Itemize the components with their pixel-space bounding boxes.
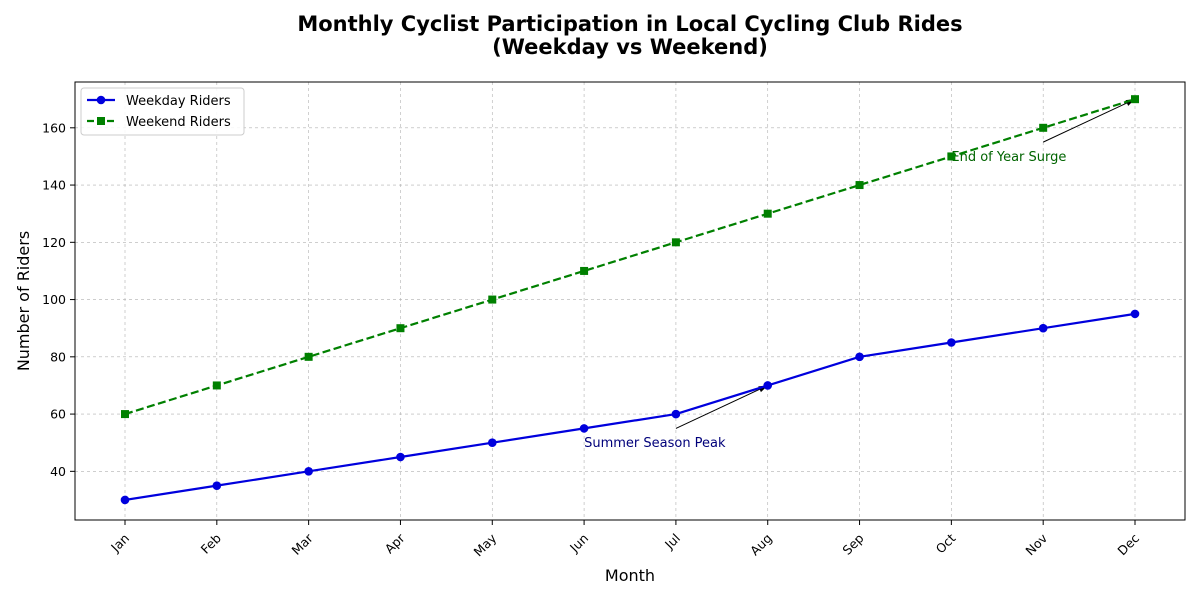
x-axis-label: Month — [605, 566, 655, 585]
chart-title-line2: (Weekday vs Weekend) — [492, 35, 768, 59]
data-point-weekend-feb — [212, 381, 221, 390]
data-point-weekday-jul — [671, 409, 681, 419]
y-axis-ticks: 40 60 80 100 120 140 160 — [42, 120, 75, 479]
y-tick-label-100: 100 — [42, 292, 66, 307]
data-point-weekday-dec — [1130, 309, 1140, 319]
grid-lines — [75, 82, 1185, 520]
data-point-weekday-oct — [947, 338, 956, 347]
data-point-weekday-jan — [120, 495, 130, 505]
annotations: Summer Season Peak End of Year Surge — [584, 98, 1136, 451]
y-tick-label-120: 120 — [42, 235, 66, 250]
y-axis-label: Number of Riders — [14, 231, 33, 371]
data-point-weekday-aug — [763, 381, 773, 390]
x-tick-label-mar: Mar — [288, 530, 316, 558]
legend-marker-weekend — [97, 117, 105, 125]
data-point-weekend-oct — [947, 152, 956, 161]
x-tick-label-may: May — [471, 530, 500, 559]
series-line-weekday — [124, 312, 1136, 502]
data-point-weekday-jun — [579, 424, 589, 433]
plot-frame — [74, 81, 1186, 521]
x-tick-label-sep: Sep — [839, 530, 866, 557]
legend-label-weekday: Weekday Riders — [126, 94, 231, 109]
data-point-weekend-jan — [121, 410, 129, 419]
data-point-weekend-may — [488, 295, 497, 304]
x-tick-label-oct: Oct — [933, 530, 959, 556]
data-point-weekend-dec — [1131, 95, 1139, 104]
y-tick-label-160: 160 — [42, 120, 66, 135]
x-tick-label-jul: Jul — [661, 531, 683, 553]
annotation-arrow-year-end-surge — [1042, 98, 1136, 143]
data-point-weekend-apr — [396, 324, 405, 333]
x-tick-label-nov: Nov — [1022, 530, 1050, 558]
data-point-weekend-nov — [1039, 123, 1048, 132]
data-point-weekend-sep — [855, 181, 864, 190]
data-point-weekend-aug — [763, 209, 772, 218]
x-tick-label-jun: Jun — [566, 531, 591, 556]
data-point-weekday-feb — [212, 481, 222, 490]
data-point-weekday-apr — [396, 452, 405, 462]
data-point-weekend-jul — [671, 238, 680, 247]
y-tick-label-80: 80 — [50, 349, 66, 364]
legend: Weekday Riders Weekend Riders — [80, 87, 245, 136]
x-tick-label-feb: Feb — [198, 530, 224, 556]
chart-title-line1: Monthly Cyclist Participation in Local C… — [297, 12, 962, 36]
data-point-weekday-may — [487, 438, 497, 448]
legend-marker-weekday — [96, 95, 106, 105]
data-point-weekday-sep — [855, 352, 864, 362]
annotation-arrow-summer-peak — [675, 384, 768, 429]
y-tick-label-140: 140 — [42, 178, 66, 193]
x-tick-label-apr: Apr — [382, 530, 409, 557]
y-tick-label-40: 40 — [50, 464, 66, 479]
data-point-weekday-mar — [304, 467, 313, 476]
data-point-weekday-nov — [1038, 323, 1048, 333]
series-line-weekend — [124, 98, 1136, 416]
x-tick-label-aug: Aug — [747, 531, 775, 559]
data-point-weekend-mar — [304, 352, 313, 361]
x-axis-ticks: Jan Feb Mar Apr May Jun Jul Aug Sep Oct Nov Dec — [107, 520, 1142, 559]
legend-label-weekend: Weekend Riders — [126, 115, 231, 130]
annotation-text-year-end-surge: End of Year Surge — [951, 150, 1066, 165]
x-tick-label-jan: Jan — [107, 531, 132, 556]
data-point-weekend-jun — [580, 266, 589, 275]
annotation-text-summer-peak: Summer Season Peak — [584, 436, 726, 451]
x-tick-label-dec: Dec — [1114, 530, 1142, 558]
series-lines — [120, 95, 1140, 505]
y-tick-label-60: 60 — [50, 407, 66, 422]
legend-box — [80, 87, 245, 136]
